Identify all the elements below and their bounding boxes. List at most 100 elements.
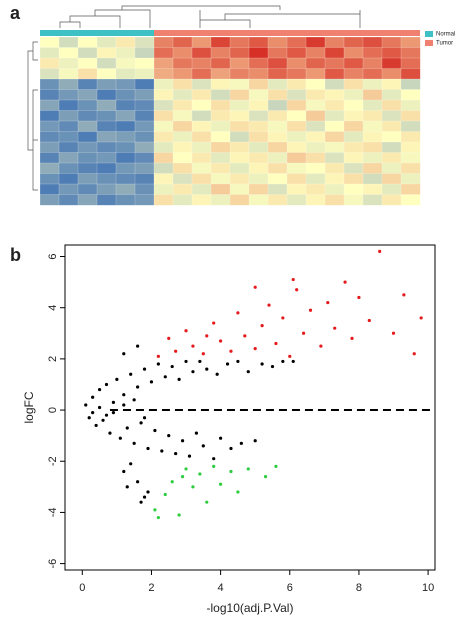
- point: [111, 400, 116, 404]
- point: [274, 341, 278, 346]
- heatmap-cell: [58, 141, 79, 153]
- heatmap-cell: [172, 110, 193, 122]
- heatmap-cell: [305, 78, 326, 90]
- heatmap-cell: [96, 47, 117, 59]
- heatmap-cell: [267, 183, 288, 195]
- point: [229, 469, 233, 474]
- heatmap-cell: [343, 162, 364, 174]
- heatmap-cell: [381, 57, 402, 69]
- heatmap-cell: [115, 141, 136, 153]
- heatmap-cell: [381, 120, 402, 132]
- heatmap-cell: [324, 110, 345, 122]
- heatmap-cell: [210, 36, 231, 48]
- heatmap-cell: [324, 173, 345, 185]
- heatmap-cell: [115, 36, 136, 48]
- heatmap-cell: [248, 173, 269, 185]
- point: [288, 354, 292, 358]
- heatmap-cell: [286, 78, 307, 90]
- point: [205, 367, 209, 371]
- heatmap-cell: [286, 57, 307, 69]
- point: [201, 444, 205, 448]
- heatmap-cell: [248, 78, 269, 90]
- point: [229, 446, 233, 451]
- heatmap-cell: [324, 57, 345, 69]
- point: [84, 403, 88, 407]
- heatmap-cell: [381, 131, 402, 143]
- heatmap-cell: [324, 183, 345, 195]
- heatmap-cell: [210, 162, 231, 174]
- point: [87, 416, 91, 420]
- point: [170, 480, 174, 484]
- heatmap-cell: [96, 57, 117, 69]
- heatmap-cell: [191, 47, 212, 59]
- heatmap-cell: [343, 183, 364, 195]
- heatmap-cell: [400, 141, 421, 153]
- heatmap-cell: [58, 68, 79, 80]
- heatmap-cell: [248, 110, 269, 122]
- heatmap-cell: [267, 141, 288, 153]
- heatmap-cell: [229, 141, 250, 153]
- heatmap-cell: [305, 183, 326, 195]
- point: [229, 349, 233, 353]
- heatmap-cell: [210, 68, 231, 80]
- point: [260, 362, 264, 366]
- heatmap-cell: [191, 68, 212, 80]
- heatmap-cell: [248, 141, 269, 153]
- point: [212, 321, 216, 325]
- point: [104, 413, 109, 417]
- point: [184, 329, 188, 333]
- heatmap-cell: [77, 194, 98, 206]
- point: [180, 439, 185, 443]
- heatmap-cell: [58, 162, 79, 174]
- point: [97, 387, 102, 392]
- heatmap-cell: [134, 120, 155, 132]
- point: [350, 336, 354, 341]
- heatmap-cell: [381, 152, 402, 164]
- heatmap-cell: [381, 110, 402, 122]
- heatmap-cell: [362, 141, 383, 153]
- heatmap-cell: [153, 131, 174, 143]
- x-tick-label: 10: [422, 582, 434, 594]
- heatmap-cell: [343, 47, 364, 59]
- heatmap-cell: [77, 152, 98, 164]
- heatmap-cell: [58, 47, 79, 59]
- heatmap-cell: [324, 141, 345, 153]
- heatmap-cell: [77, 57, 98, 69]
- heatmap-cell: [115, 162, 136, 174]
- heatmap-cell: [324, 36, 345, 48]
- heatmap-cell: [58, 131, 79, 143]
- point: [198, 472, 202, 476]
- heatmap-cell: [229, 194, 250, 206]
- heatmap-cell: [153, 120, 174, 132]
- heatmap-cell: [400, 173, 421, 185]
- heatmap-cell: [229, 89, 250, 101]
- point: [357, 295, 361, 300]
- heatmap-cell: [77, 162, 98, 174]
- point: [122, 352, 126, 356]
- heatmap-cell: [58, 78, 79, 90]
- heatmap-cell: [381, 78, 402, 90]
- heatmap-cell: [267, 47, 288, 59]
- point: [243, 334, 247, 338]
- heatmap-cell: [267, 162, 288, 174]
- heatmap-cell: [134, 162, 155, 174]
- heatmap-cell: [153, 99, 174, 111]
- heatmap-cell: [381, 194, 402, 206]
- heatmap-cell: [381, 89, 402, 101]
- heatmap-cell: [229, 183, 250, 195]
- heatmap-cell: [77, 110, 98, 122]
- y-axis-label: logFC: [22, 391, 36, 423]
- heatmap-cell: [39, 68, 60, 80]
- point: [191, 485, 195, 489]
- heatmap-cell: [267, 120, 288, 132]
- heatmap-cell: [115, 89, 136, 101]
- heatmap-cell: [248, 99, 269, 111]
- heatmap-cell: [210, 194, 231, 206]
- point: [111, 411, 116, 415]
- heatmap-cell: [58, 194, 79, 206]
- heatmap-cell: [191, 99, 212, 111]
- heatmap-cell: [77, 173, 98, 185]
- heatmap-cell: [324, 78, 345, 90]
- panel-label: b: [10, 245, 21, 265]
- heatmap-cell: [210, 183, 231, 195]
